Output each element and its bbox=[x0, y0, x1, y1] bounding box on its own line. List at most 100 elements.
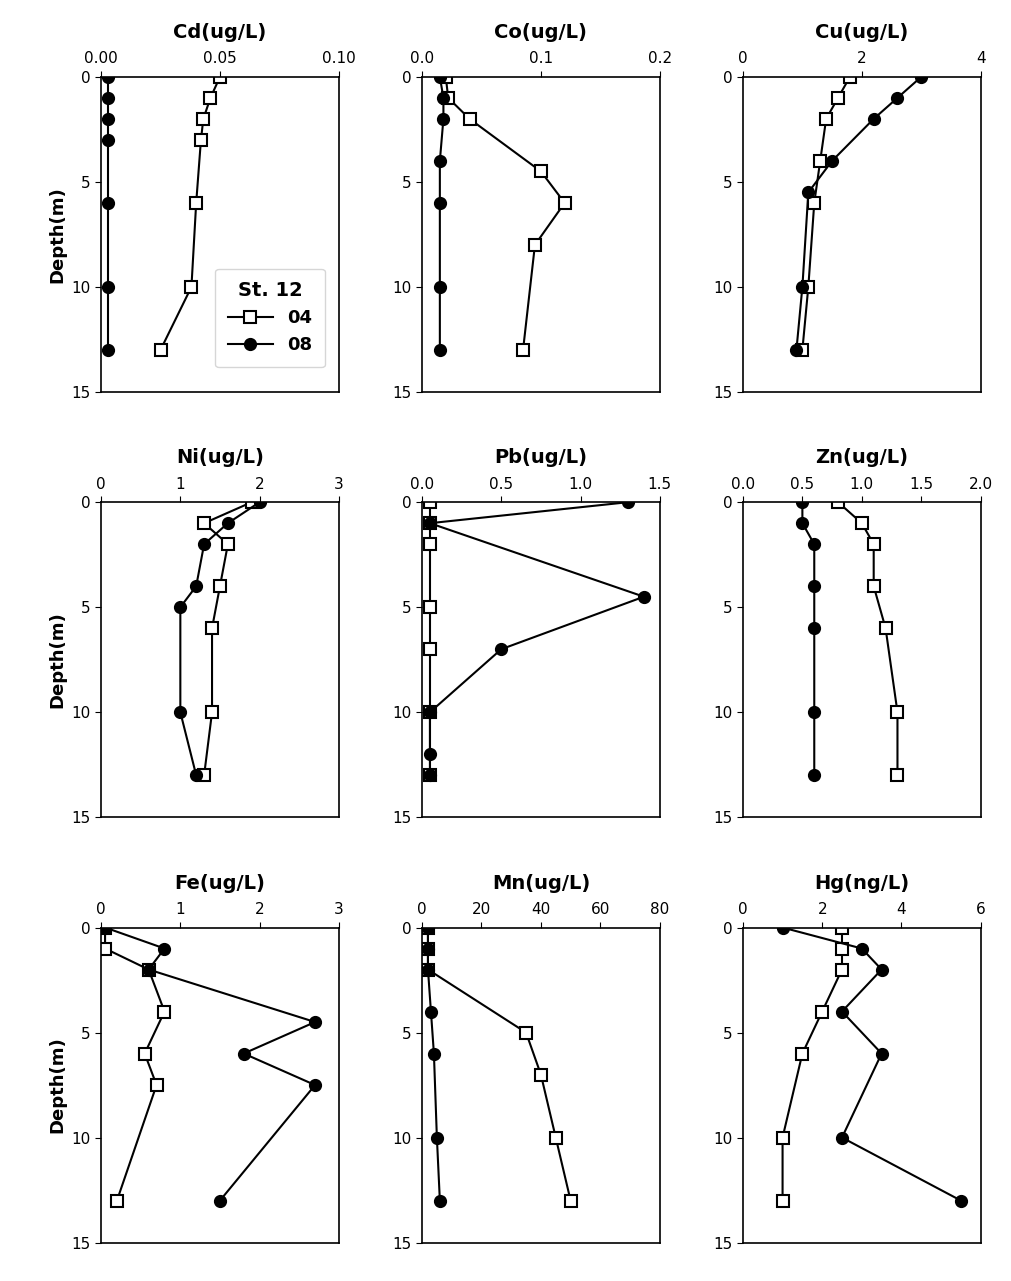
04 bbox=[111, 1193, 123, 1208]
Legend: 04, 08: 04, 08 bbox=[215, 269, 326, 368]
04 bbox=[151, 1077, 163, 1093]
04 bbox=[836, 962, 848, 977]
Line: 04: 04 bbox=[155, 72, 225, 355]
08 bbox=[424, 767, 436, 783]
Line: 08: 08 bbox=[435, 72, 449, 355]
04 bbox=[797, 342, 809, 357]
04 bbox=[422, 940, 434, 956]
08 bbox=[102, 90, 114, 105]
04 bbox=[867, 537, 880, 552]
08 bbox=[190, 579, 202, 594]
04 bbox=[550, 1130, 562, 1145]
04 bbox=[816, 1004, 828, 1020]
08 bbox=[102, 342, 114, 357]
04 bbox=[892, 767, 904, 783]
08 bbox=[836, 1130, 848, 1145]
Line: 04: 04 bbox=[99, 922, 170, 1207]
04 bbox=[424, 642, 436, 657]
08 bbox=[808, 705, 820, 720]
04 bbox=[832, 494, 844, 510]
04 bbox=[520, 1025, 532, 1040]
Title: Zn(ug/L): Zn(ug/L) bbox=[815, 448, 908, 468]
08 bbox=[797, 515, 809, 530]
04 bbox=[424, 705, 436, 720]
04 bbox=[195, 132, 207, 147]
04 bbox=[139, 1045, 151, 1061]
08 bbox=[808, 620, 820, 635]
04 bbox=[440, 69, 452, 85]
Line: 04: 04 bbox=[423, 922, 576, 1207]
08 bbox=[238, 1045, 250, 1061]
08 bbox=[892, 90, 904, 105]
04 bbox=[99, 940, 111, 956]
08 bbox=[808, 579, 820, 594]
04 bbox=[221, 537, 234, 552]
04 bbox=[422, 920, 434, 935]
08 bbox=[174, 600, 186, 615]
08 bbox=[797, 279, 809, 295]
Y-axis label: Depth(m): Depth(m) bbox=[48, 186, 66, 283]
08 bbox=[876, 1045, 888, 1061]
Line: 08: 08 bbox=[175, 497, 265, 781]
08 bbox=[428, 1045, 440, 1061]
04 bbox=[99, 920, 111, 935]
04 bbox=[803, 279, 815, 295]
04 bbox=[776, 1193, 789, 1208]
08 bbox=[797, 494, 809, 510]
04 bbox=[832, 90, 844, 105]
08 bbox=[309, 1077, 321, 1093]
08 bbox=[434, 342, 446, 357]
08 bbox=[836, 1004, 848, 1020]
04 bbox=[442, 90, 454, 105]
04 bbox=[463, 111, 475, 127]
Title: Mn(ug/L): Mn(ug/L) bbox=[491, 874, 590, 893]
08 bbox=[495, 642, 508, 657]
08 bbox=[102, 132, 114, 147]
08 bbox=[143, 962, 155, 977]
04 bbox=[559, 195, 571, 210]
08 bbox=[159, 940, 171, 956]
04 bbox=[844, 69, 856, 85]
08 bbox=[791, 342, 803, 357]
04 bbox=[198, 767, 210, 783]
08 bbox=[198, 537, 210, 552]
04 bbox=[204, 90, 216, 105]
04 bbox=[424, 767, 436, 783]
04 bbox=[206, 620, 218, 635]
04 bbox=[422, 962, 434, 977]
Title: Co(ug/L): Co(ug/L) bbox=[494, 23, 587, 42]
08 bbox=[434, 279, 446, 295]
Title: Hg(ng/L): Hg(ng/L) bbox=[814, 874, 909, 893]
08 bbox=[915, 69, 927, 85]
04 bbox=[836, 920, 848, 935]
Line: 08: 08 bbox=[99, 922, 320, 1207]
04 bbox=[197, 111, 209, 127]
Line: 08: 08 bbox=[791, 72, 927, 355]
04 bbox=[185, 279, 197, 295]
04 bbox=[814, 154, 826, 169]
04 bbox=[836, 940, 848, 956]
08 bbox=[422, 940, 434, 956]
04 bbox=[424, 600, 436, 615]
04 bbox=[159, 1004, 171, 1020]
08 bbox=[622, 494, 634, 510]
04 bbox=[206, 705, 218, 720]
04 bbox=[564, 1193, 576, 1208]
Title: Cu(ug/L): Cu(ug/L) bbox=[815, 23, 909, 42]
08 bbox=[102, 111, 114, 127]
04 bbox=[143, 962, 155, 977]
04 bbox=[529, 237, 541, 252]
08 bbox=[254, 494, 266, 510]
04 bbox=[880, 620, 892, 635]
04 bbox=[820, 111, 832, 127]
Line: 08: 08 bbox=[777, 922, 967, 1207]
08 bbox=[424, 515, 436, 530]
04 bbox=[892, 705, 904, 720]
08 bbox=[214, 1193, 226, 1208]
Y-axis label: Depth(m): Depth(m) bbox=[48, 611, 66, 708]
04 bbox=[776, 1130, 789, 1145]
04 bbox=[214, 69, 226, 85]
08 bbox=[855, 940, 867, 956]
04 bbox=[214, 579, 226, 594]
04 bbox=[855, 515, 867, 530]
